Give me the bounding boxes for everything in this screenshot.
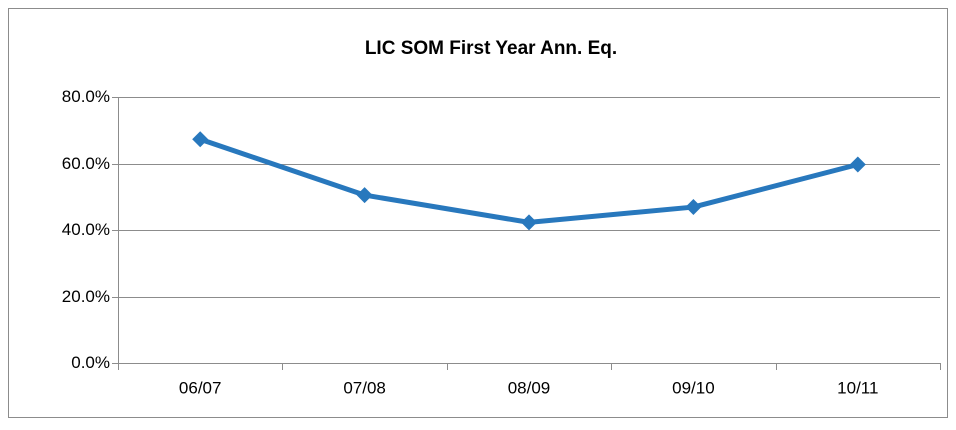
x-tick-label: 07/08 [343, 378, 386, 397]
marker [849, 156, 866, 173]
y-tick-label: 20.0% [62, 287, 110, 306]
marker [192, 131, 209, 148]
y-tick-label: 40.0% [62, 220, 110, 239]
marker [521, 214, 537, 231]
y-tick-label: 80.0% [62, 87, 110, 106]
x-tick-label: 10/11 [837, 378, 878, 397]
x-tick-label: 09/10 [672, 378, 715, 397]
x-tick-label: 08/09 [508, 378, 551, 397]
y-tick-label: 0.0% [71, 353, 110, 372]
marker [685, 199, 702, 216]
y-tick-label: 60.0% [62, 154, 110, 173]
x-tick-label: 06/07 [179, 378, 222, 397]
marker [356, 187, 373, 204]
chart-title: LIC SOM First Year Ann. Eq. [365, 38, 617, 59]
